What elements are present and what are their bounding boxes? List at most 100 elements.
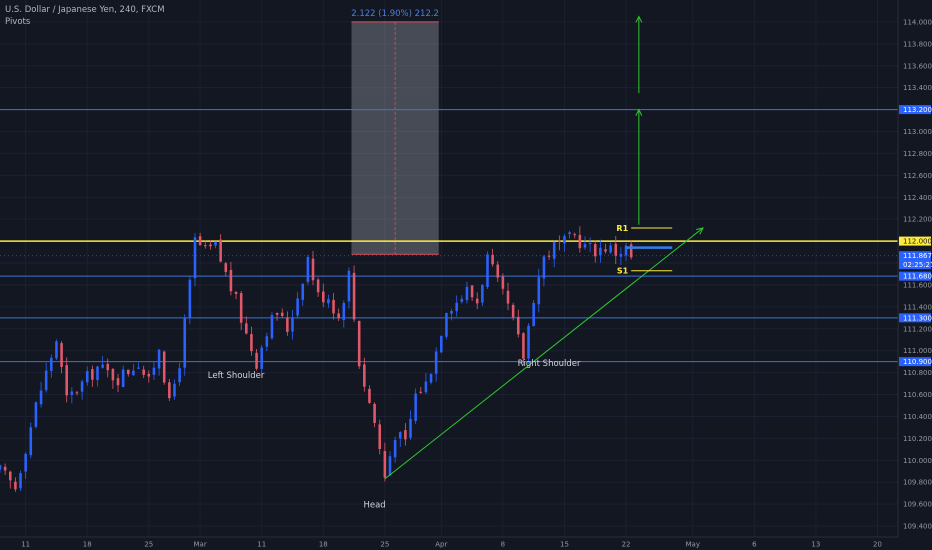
candle[interactable] xyxy=(578,226,582,253)
level-tag-bg[interactable] xyxy=(899,236,931,246)
candle[interactable] xyxy=(24,452,27,479)
candle[interactable] xyxy=(496,261,500,282)
candle[interactable] xyxy=(547,250,551,260)
level-tag-bg[interactable] xyxy=(899,313,931,323)
candle[interactable] xyxy=(352,265,356,323)
candle[interactable] xyxy=(491,248,494,267)
candle[interactable] xyxy=(388,451,392,477)
candle[interactable] xyxy=(65,357,68,403)
candle[interactable] xyxy=(168,378,171,402)
candle[interactable] xyxy=(111,367,115,389)
candle[interactable] xyxy=(245,316,248,335)
candle[interactable] xyxy=(80,379,84,400)
level-tag-bg[interactable] xyxy=(899,271,931,281)
candle[interactable] xyxy=(409,410,412,441)
candle[interactable] xyxy=(50,354,53,378)
candle[interactable] xyxy=(91,365,94,387)
candle[interactable] xyxy=(280,308,284,318)
trendline[interactable] xyxy=(384,227,704,480)
candle[interactable] xyxy=(393,436,397,463)
candle[interactable] xyxy=(614,236,618,265)
candle[interactable] xyxy=(455,295,458,317)
candle[interactable] xyxy=(75,390,79,396)
candle[interactable] xyxy=(568,230,571,239)
candle[interactable] xyxy=(450,308,453,321)
candle[interactable] xyxy=(588,237,592,253)
candle[interactable] xyxy=(121,365,125,388)
candle[interactable] xyxy=(116,373,120,393)
candle[interactable] xyxy=(286,311,289,336)
candle[interactable] xyxy=(132,364,135,376)
candle[interactable] xyxy=(378,419,382,455)
candle[interactable] xyxy=(275,312,279,321)
candle[interactable] xyxy=(475,292,479,310)
candle[interactable] xyxy=(398,431,402,447)
candle[interactable] xyxy=(157,349,161,376)
candle[interactable] xyxy=(440,335,443,354)
candle[interactable] xyxy=(219,234,222,263)
candle[interactable] xyxy=(8,470,12,489)
candle[interactable] xyxy=(301,283,305,306)
candle[interactable] xyxy=(619,247,623,265)
candle[interactable] xyxy=(198,232,202,246)
candle[interactable] xyxy=(609,242,612,255)
candle[interactable] xyxy=(445,312,448,340)
candle[interactable] xyxy=(342,300,346,328)
candle[interactable] xyxy=(460,295,464,304)
candle[interactable] xyxy=(147,370,151,383)
candle[interactable] xyxy=(183,314,187,376)
candle[interactable] xyxy=(239,290,243,331)
symbol-title[interactable]: U.S. Dollar / Japanese Yen, 240, FXCM xyxy=(5,5,165,15)
candle[interactable] xyxy=(39,381,43,408)
candle[interactable] xyxy=(332,293,335,320)
candle[interactable] xyxy=(516,309,520,338)
candle[interactable] xyxy=(14,477,17,492)
candle[interactable] xyxy=(260,345,263,378)
candle[interactable] xyxy=(511,302,515,321)
candle[interactable] xyxy=(203,239,207,249)
candle[interactable] xyxy=(173,379,176,400)
candle[interactable] xyxy=(593,240,597,263)
candle[interactable] xyxy=(101,356,104,369)
candle[interactable] xyxy=(34,401,38,429)
candle[interactable] xyxy=(234,290,238,300)
candle[interactable] xyxy=(532,300,535,327)
candle[interactable] xyxy=(481,284,484,307)
candle[interactable] xyxy=(29,422,33,459)
candle[interactable] xyxy=(558,235,561,251)
candle[interactable] xyxy=(250,326,253,356)
candle[interactable] xyxy=(470,284,474,302)
candle[interactable] xyxy=(404,423,407,446)
candle[interactable] xyxy=(193,233,197,287)
candle[interactable] xyxy=(327,294,330,308)
candle[interactable] xyxy=(357,320,361,369)
candle[interactable] xyxy=(178,362,181,387)
candle[interactable] xyxy=(60,341,63,374)
candle[interactable] xyxy=(96,365,99,387)
candle[interactable] xyxy=(152,361,156,381)
candle[interactable] xyxy=(137,362,140,370)
candle[interactable] xyxy=(424,373,428,394)
candle[interactable] xyxy=(604,243,607,254)
candle[interactable] xyxy=(563,233,566,252)
candle[interactable] xyxy=(265,332,269,352)
candle[interactable] xyxy=(347,267,351,309)
candle[interactable] xyxy=(537,268,541,313)
candle[interactable] xyxy=(106,358,110,378)
candle[interactable] xyxy=(306,254,310,285)
candle[interactable] xyxy=(414,388,417,424)
candle[interactable] xyxy=(542,254,546,287)
candle[interactable] xyxy=(70,387,74,404)
current-price-tag-bg[interactable] xyxy=(899,251,931,270)
candle[interactable] xyxy=(486,251,489,289)
candle[interactable] xyxy=(142,365,145,379)
candle[interactable] xyxy=(522,332,525,366)
candle[interactable] xyxy=(599,239,602,263)
candle[interactable] xyxy=(527,323,530,364)
candle[interactable] xyxy=(419,386,423,394)
candle[interactable] xyxy=(270,312,274,340)
candle[interactable] xyxy=(214,241,217,249)
candle[interactable] xyxy=(255,348,258,371)
candle[interactable] xyxy=(383,442,387,482)
